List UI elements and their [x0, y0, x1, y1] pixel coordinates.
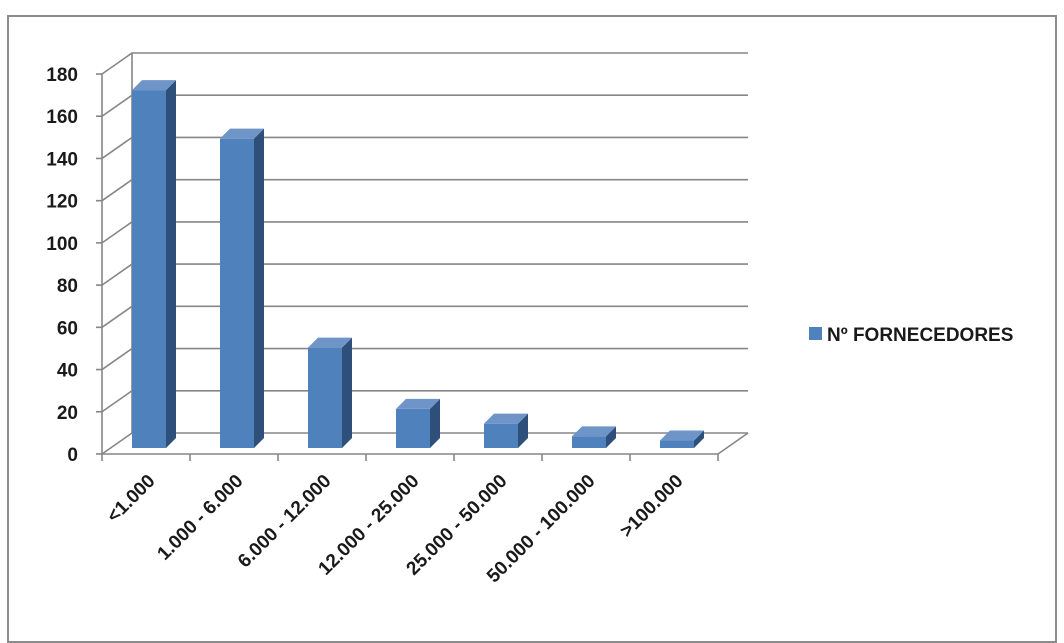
y-tick-label: 100 [46, 234, 78, 255]
bar-side [166, 80, 176, 448]
legend-label: Nº FORNECEDORES [827, 325, 1013, 346]
bar [220, 138, 254, 448]
bar-top [484, 413, 528, 424]
gridline [101, 178, 748, 202]
bar-top [308, 337, 352, 348]
y-tick-label: 180 [46, 65, 78, 86]
bar-top [220, 128, 264, 139]
bars [132, 80, 704, 448]
bar-side [430, 398, 440, 448]
x-tick-label: >100.000 [616, 471, 687, 542]
bar-side [694, 430, 704, 448]
x-tick-label: 1.000 - 6.000 [154, 471, 248, 565]
y-axis-ticks: 0 20 40 60 80 100 120 140 160 180 [46, 65, 78, 466]
bar-side [342, 337, 352, 448]
gridline [101, 221, 748, 244]
x-tick-label: 6.000 - 12.000 [234, 471, 336, 573]
y-tick-label: 0 [67, 445, 78, 466]
bar [132, 90, 166, 448]
gridline [101, 347, 748, 371]
bar-top [660, 430, 704, 441]
bar [572, 436, 606, 448]
bar [396, 408, 430, 448]
gridlines [101, 52, 748, 455]
gridline [101, 305, 748, 328]
legend: Nº FORNECEDORES [809, 325, 1013, 346]
y-tick-label: 120 [46, 192, 78, 213]
y-tick-label: 140 [46, 149, 78, 170]
y-tick-label: 40 [57, 361, 78, 382]
gridline [101, 263, 748, 286]
legend-swatch [809, 327, 822, 340]
bar [660, 440, 694, 448]
gridline [101, 52, 748, 75]
bar-side [606, 426, 616, 448]
y-tick-label: 60 [57, 318, 78, 339]
gridline [101, 136, 748, 160]
bar-top [132, 80, 176, 91]
y-tick-label: 20 [57, 403, 78, 424]
y-tick-label: 80 [57, 276, 78, 297]
bar-top [396, 398, 440, 409]
x-tick-label: <1.000 [103, 471, 159, 527]
gridline [101, 94, 748, 117]
bar [308, 347, 342, 448]
bar [484, 423, 518, 448]
chart-frame [7, 15, 1057, 643]
y-tick-label: 160 [46, 107, 78, 128]
bar-side [518, 413, 528, 448]
bar-side [254, 128, 264, 448]
bar-top [572, 426, 616, 437]
